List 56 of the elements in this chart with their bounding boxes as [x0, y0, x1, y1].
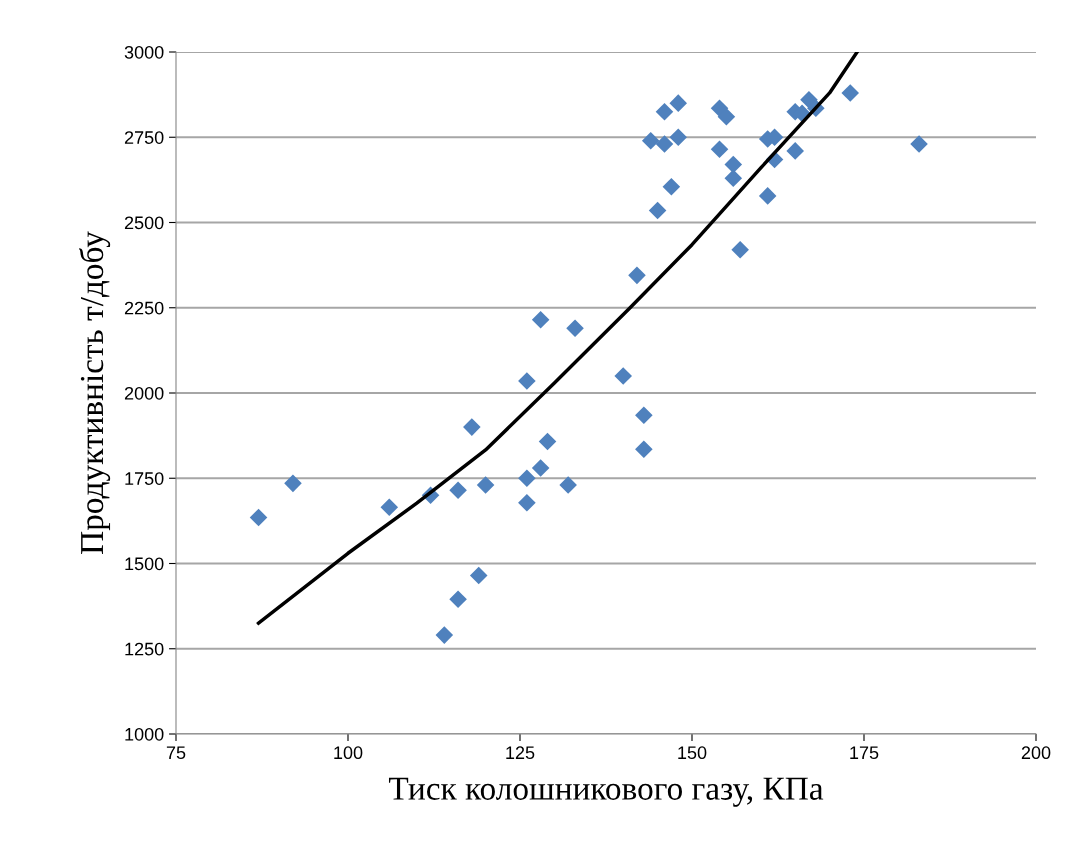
- point: [717, 108, 736, 126]
- x-tick-label: 200: [1021, 746, 1051, 760]
- point: [641, 131, 660, 150]
- point: [249, 508, 268, 527]
- point: [449, 481, 467, 499]
- point: [710, 99, 729, 118]
- point: [518, 372, 536, 390]
- y-tick-label: 2250: [124, 301, 164, 315]
- point: [518, 469, 536, 488]
- point: [614, 367, 632, 385]
- point: [655, 135, 674, 153]
- y-tick-label: 1750: [125, 472, 164, 485]
- point: [786, 142, 804, 160]
- point: [758, 187, 777, 205]
- point: [910, 135, 928, 153]
- y-tick-label: 3000: [124, 45, 164, 59]
- point: [476, 476, 495, 494]
- point: [559, 476, 577, 494]
- point: [710, 140, 729, 158]
- x-axis-title: Тиск колошникового газу, КПа: [388, 777, 824, 807]
- y-tick-label: 2500: [124, 216, 164, 230]
- y-tick-label: 1000: [125, 727, 164, 741]
- point: [380, 498, 399, 517]
- point: [531, 459, 550, 477]
- point: [628, 266, 646, 285]
- point: [635, 406, 653, 424]
- point: [518, 494, 536, 512]
- point: [724, 155, 743, 174]
- point: [662, 177, 681, 196]
- x-tick-label: 175: [850, 746, 879, 760]
- y-axis-title: Продуктивність т/добу: [79, 231, 111, 554]
- line-series: [256, 52, 859, 625]
- x-tick-label: 75: [166, 746, 186, 760]
- point: [669, 94, 688, 112]
- point: [635, 440, 653, 459]
- point: [463, 418, 481, 436]
- point: [531, 310, 550, 329]
- y-tick-label: 1500: [125, 557, 164, 571]
- point: [731, 241, 749, 259]
- x-tick-label: 150: [678, 746, 707, 760]
- point: [449, 590, 467, 609]
- point: [469, 566, 488, 585]
- point: [435, 626, 454, 644]
- point: [724, 169, 743, 187]
- y-tick-label: 2750: [124, 131, 164, 144]
- point: [669, 128, 688, 147]
- point: [655, 102, 674, 121]
- point: [648, 201, 667, 220]
- x-tick-label: 100: [334, 746, 363, 760]
- point: [841, 84, 860, 102]
- point: [566, 319, 584, 337]
- y-tick-label: 2000: [124, 386, 164, 400]
- point: [538, 432, 557, 451]
- y-tick-label: 1250: [125, 642, 164, 656]
- x-tick-label: 125: [506, 746, 535, 760]
- point: [284, 474, 302, 493]
